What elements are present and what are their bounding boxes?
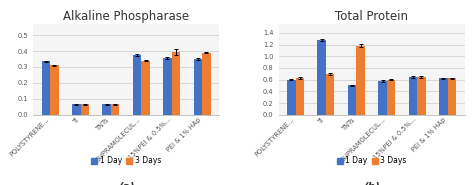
Bar	[387, 80, 395, 115]
Bar	[141, 61, 150, 115]
Bar	[318, 40, 326, 115]
Bar	[356, 46, 365, 115]
Bar	[193, 59, 202, 115]
Bar	[409, 77, 417, 115]
Bar	[287, 80, 296, 115]
Title: Total Protein: Total Protein	[335, 10, 408, 23]
Text: (a): (a)	[118, 182, 135, 185]
Bar	[378, 81, 387, 115]
Legend: 1 Day, 3 Days: 1 Day, 3 Days	[337, 156, 407, 165]
Bar	[417, 77, 426, 115]
Bar	[439, 78, 447, 115]
Legend: 1 Day, 3 Days: 1 Day, 3 Days	[91, 156, 161, 165]
Title: Alkaline Phospharase: Alkaline Phospharase	[63, 10, 189, 23]
Bar	[326, 74, 335, 115]
Bar	[102, 104, 111, 115]
Bar	[42, 61, 50, 115]
Bar	[202, 53, 210, 115]
Bar	[50, 65, 59, 115]
Bar	[296, 78, 304, 115]
Bar	[133, 55, 141, 115]
Bar	[81, 104, 89, 115]
Bar	[172, 52, 180, 115]
Bar	[72, 104, 81, 115]
Bar	[163, 58, 172, 115]
Bar	[348, 85, 356, 115]
Bar	[111, 104, 119, 115]
Text: (b): (b)	[363, 182, 380, 185]
Bar	[447, 78, 456, 115]
